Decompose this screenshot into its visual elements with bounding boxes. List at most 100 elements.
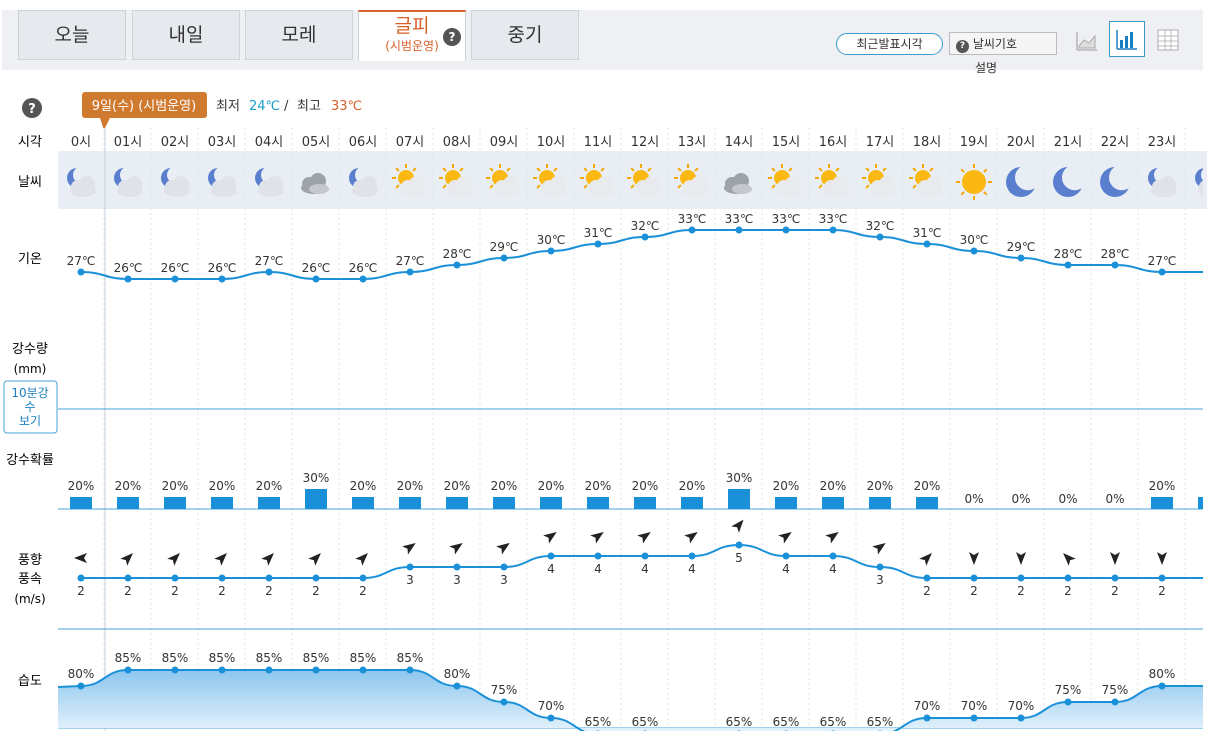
min-value: 24℃	[249, 99, 280, 114]
sun-ray	[882, 167, 887, 172]
row-label-humidity: 습도	[18, 674, 42, 689]
moon-cloud-icon	[349, 166, 378, 197]
moon-cloud-icon	[114, 166, 143, 197]
temperature-label: 33℃	[725, 212, 754, 226]
pop-label: 20%	[773, 479, 800, 493]
wind-direction-arrow	[637, 531, 651, 544]
temperature-label: 27℃	[67, 254, 96, 268]
cloud-part	[550, 176, 566, 192]
moon-icon	[1053, 164, 1088, 197]
pop-label: 20%	[820, 479, 847, 493]
area-chart-icon[interactable]	[1075, 28, 1099, 52]
temperature-point	[218, 275, 226, 283]
sun-cloud-icon	[815, 164, 849, 197]
humidity-point	[453, 682, 461, 690]
temperature-point	[970, 247, 978, 255]
hour-label: 13시	[678, 135, 707, 150]
tab-today[interactable]: 오늘	[18, 10, 126, 60]
moon-icon	[1100, 164, 1135, 197]
hour-label: 12시	[631, 135, 660, 150]
weather-symbol-button[interactable]: ? 날씨기호	[949, 32, 1057, 55]
wind-direction-arrow	[731, 519, 744, 533]
tab-glpi-label: 글피	[394, 15, 430, 37]
sun-ray	[395, 184, 400, 189]
sun-ray	[536, 167, 541, 172]
pop-label: 20%	[350, 479, 377, 493]
sun-ray	[600, 167, 605, 172]
humidity-point	[1017, 714, 1025, 722]
hour-label: 06시	[349, 135, 378, 150]
row-label-wind-dir: 풍향	[18, 553, 42, 568]
temperature-point	[735, 226, 743, 234]
wind-speed-label: 2	[218, 584, 226, 598]
wind-speed-point	[547, 552, 555, 560]
hour-label: 17시	[866, 135, 895, 150]
temperature-point	[265, 268, 273, 276]
wind-speed-label: 2	[312, 584, 320, 598]
tab-midterm[interactable]: 중기	[471, 10, 579, 60]
cloud-part	[126, 176, 142, 192]
row-label-wind-unit: (m/s)	[14, 592, 45, 606]
wind-speed-label: 3	[406, 573, 414, 587]
recent-release-button[interactable]: 최근발표시각	[836, 33, 943, 55]
pop-bar	[540, 497, 562, 509]
help-icon[interactable]: ?	[443, 28, 461, 46]
hour-label: 07시	[396, 135, 425, 150]
pop-label: 20%	[491, 479, 518, 493]
cloud-part	[309, 184, 329, 194]
humidity-label: 70%	[1008, 699, 1035, 713]
humidity-point	[547, 714, 555, 722]
pop-bar	[681, 497, 703, 509]
cloud-part	[456, 176, 472, 192]
cloud-part	[926, 176, 942, 192]
temperature-label: 28℃	[1101, 247, 1130, 261]
sun-ray	[929, 167, 934, 172]
ten-minute-rain-button[interactable]: 10분강 수 보기	[3, 380, 58, 434]
humidity-label: 65%	[632, 715, 659, 729]
humidity-label: 65%	[820, 715, 847, 729]
wind-speed-point	[688, 552, 696, 560]
cloud-part	[503, 176, 519, 192]
humidity-label: 85%	[162, 651, 189, 665]
humidity-label: 85%	[256, 651, 283, 665]
temperature-point	[829, 226, 837, 234]
wind-direction-arrow	[543, 531, 557, 544]
sun-ray	[630, 184, 635, 189]
wind-speed-point	[312, 574, 320, 582]
max-label: 최고	[297, 99, 321, 114]
temperature-point	[923, 240, 931, 248]
tab-day-after[interactable]: 모레	[245, 10, 353, 60]
wind-speed-point	[829, 552, 837, 560]
help-icon: ?	[956, 40, 969, 53]
tab-glpi[interactable]: 글피 (시범운영) ?	[358, 10, 466, 61]
temperature-label: 27℃	[1148, 254, 1177, 268]
pop-label: 20%	[444, 479, 471, 493]
wind-speed-point	[1158, 574, 1166, 582]
bar-chart-view-button[interactable]	[1109, 21, 1145, 57]
humidity-label: 70%	[914, 699, 941, 713]
pop-label: 20%	[867, 479, 894, 493]
wind-direction-arrow	[214, 553, 227, 566]
tab-tomorrow[interactable]: 내일	[132, 10, 240, 60]
pop-label: 30%	[303, 471, 330, 485]
temperature-point	[359, 275, 367, 283]
sun-cloud-icon	[862, 164, 896, 197]
sun-ray	[442, 184, 447, 189]
sun-ray	[818, 184, 823, 189]
sun-cloud-icon	[439, 164, 473, 197]
hour-label: 10시	[537, 135, 566, 150]
pop-bar	[728, 489, 750, 509]
wind-speed-label: 2	[124, 584, 132, 598]
row-label-weather: 날씨	[18, 175, 42, 190]
hour-label: 08시	[443, 135, 472, 150]
pop-bar	[822, 497, 844, 509]
sun-ray	[677, 167, 682, 172]
help-icon[interactable]: ?	[22, 98, 42, 118]
sun-ray	[536, 184, 541, 189]
wind-speed-point	[77, 574, 85, 582]
wind-direction-arrow	[872, 542, 886, 555]
temperature-label: 26℃	[208, 261, 237, 275]
wind-speed-point	[218, 574, 226, 582]
wind-speed-label: 3	[500, 573, 508, 587]
table-view-icon[interactable]	[1157, 29, 1179, 51]
